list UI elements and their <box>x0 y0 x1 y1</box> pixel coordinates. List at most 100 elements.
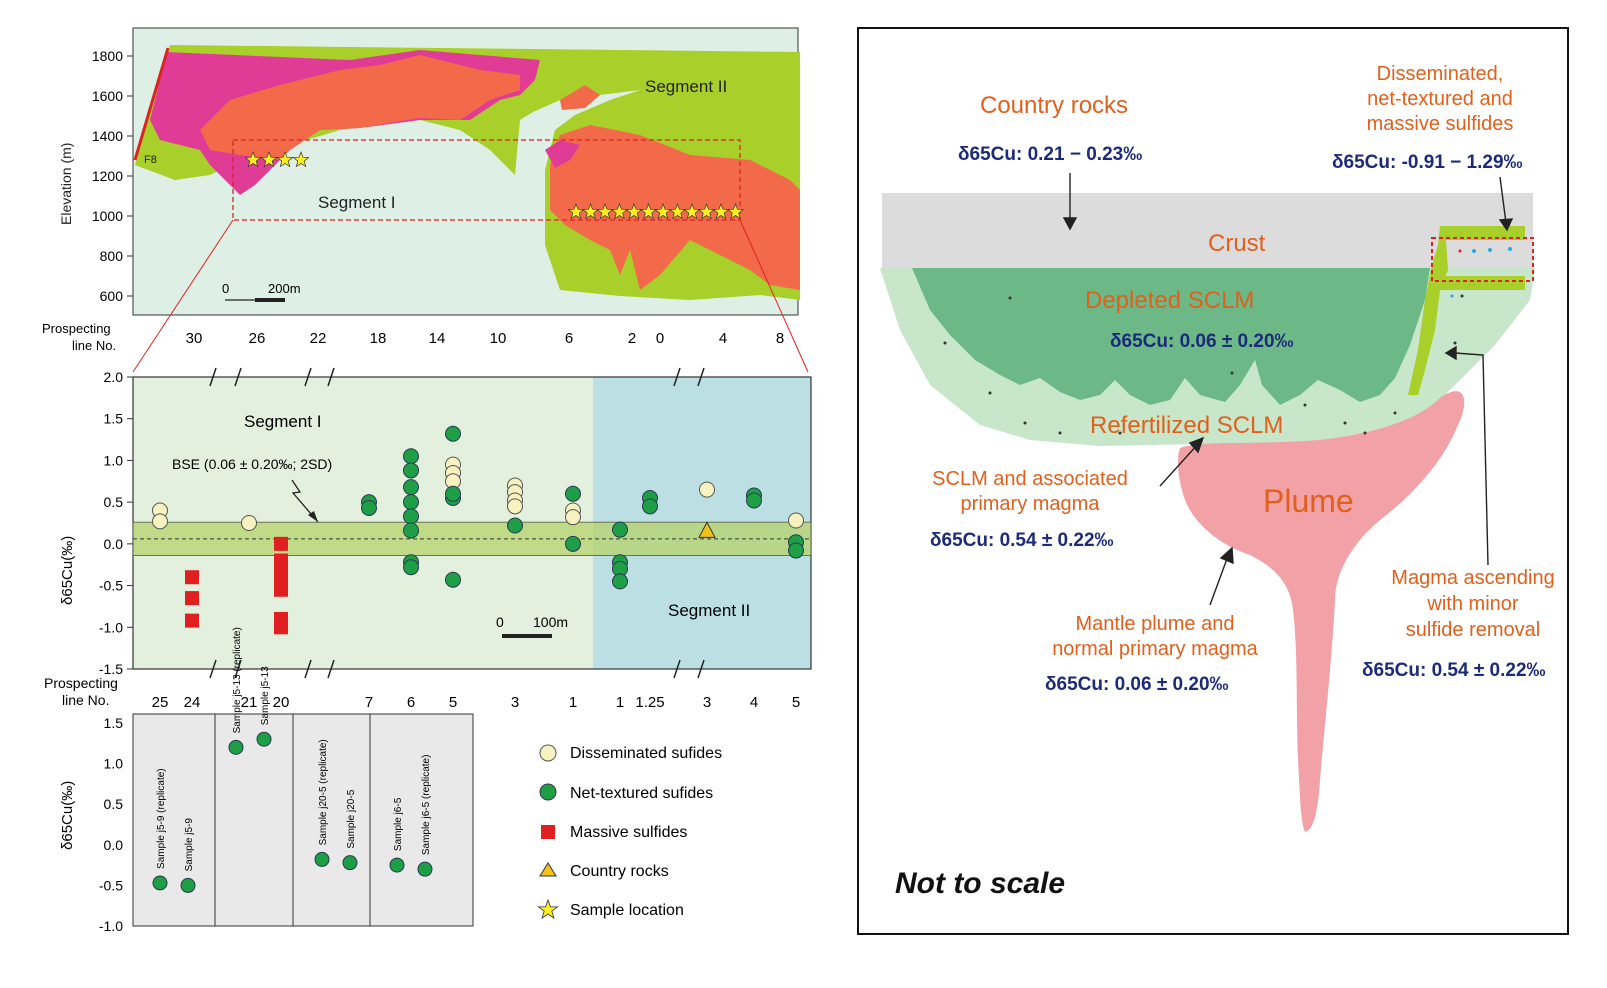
sample-star <box>712 203 730 220</box>
net-textured-point <box>403 559 419 576</box>
main-y-label: δ65Cu(‰) <box>59 536 76 605</box>
replicate-y-axis: 1.5 1.0 0.5 0.0 -0.5 -1.0 <box>99 715 123 934</box>
replicate-y-tick-label: 0.5 <box>104 796 124 812</box>
section-y-tick-label: 1000 <box>92 208 123 224</box>
net-textured-point <box>507 517 523 534</box>
replicate-data-points: Sample j5-9 (replicate) Sample j5-9 Sample… <box>152 627 433 893</box>
main-y-tick-label: -1.5 <box>99 661 123 677</box>
replicate-point <box>417 861 433 877</box>
country-rocks-title: Country rocks <box>980 92 1128 119</box>
prospecting-line: 14 <box>429 330 446 347</box>
net-textured-point <box>565 485 581 502</box>
section-y-tick-label: 1200 <box>92 168 123 184</box>
replicate-point <box>228 739 244 755</box>
sclm-magma-value: δ65Cu: 0.54 ± 0.22‰ <box>930 530 1114 551</box>
replicate-sample-label: Sample j5-13 (replicate) <box>232 627 243 733</box>
prospecting-line: 18 <box>370 330 387 347</box>
massive-point <box>185 570 199 585</box>
net-textured-point <box>788 542 804 559</box>
legend-country-marker <box>539 862 557 877</box>
net-textured-point <box>445 571 461 588</box>
ascending-value: δ65Cu: 0.54 ± 0.22‰ <box>1362 660 1546 681</box>
net-textured-point <box>612 573 628 590</box>
legend-massive: Massive sulfides <box>570 824 687 841</box>
sample-star <box>726 203 745 220</box>
net-textured-point <box>403 494 419 511</box>
main-x-tick-label: 20 <box>273 694 290 711</box>
legend-disseminated: Disseminated sufides <box>570 745 722 762</box>
main-data-points <box>152 425 804 635</box>
section-y-tick-label: 600 <box>100 288 124 304</box>
legend-country: Country rocks <box>570 863 669 880</box>
net-textured-point <box>565 535 581 552</box>
main-x-label: Prospecting <box>44 675 118 691</box>
replicate-point <box>180 877 196 893</box>
replicate-sample-label: Sample j6-5 (replicate) <box>421 755 432 856</box>
ascending-3: sulfide removal <box>1406 619 1541 641</box>
net-textured-point <box>403 508 419 525</box>
disseminated-point <box>699 481 715 498</box>
replicate-sample-label: Sample j5-13 <box>260 666 271 725</box>
net-textured-point <box>642 498 658 515</box>
main-x-tick-label: 1 <box>569 694 577 711</box>
main-y-tick-label: 1.5 <box>104 411 124 427</box>
ascending-1: Magma ascending <box>1391 567 1554 589</box>
disseminated-point <box>241 515 257 531</box>
section-y-tick-label: 1400 <box>92 128 123 144</box>
mantle-plume-2: normal primary magma <box>1052 638 1258 660</box>
prospecting-line: 22 <box>310 330 327 347</box>
model-panel <box>857 27 1569 935</box>
bse-arrow <box>291 479 319 523</box>
sample-star <box>610 203 629 220</box>
replicate-y-label: δ65Cu(‰) <box>59 781 76 850</box>
sample-star <box>292 151 310 168</box>
main-x-tick-label: 4 <box>750 694 758 711</box>
replicate-sample-label: Sample j5-9 (replicate) <box>156 768 167 869</box>
prospecting-line: 30 <box>186 330 203 347</box>
main-x-label-2: line No. <box>62 692 109 708</box>
replicate-point <box>342 855 358 871</box>
replicate-point <box>314 851 330 867</box>
crust-label: Crust <box>1208 230 1266 257</box>
main-segment-i: Segment I <box>244 412 322 431</box>
sample-star <box>625 203 643 220</box>
section-y-tick-label: 1600 <box>92 88 123 104</box>
replicate-point <box>152 875 168 891</box>
svg-text:200m: 200m <box>268 281 301 296</box>
section-scale-bar: 0 200m <box>222 281 301 302</box>
section-profile <box>132 27 800 316</box>
axis-break-top <box>304 367 312 387</box>
replicate-y-tick-label: 1.5 <box>104 715 124 731</box>
section-y-label: Elevation (m) <box>58 143 74 225</box>
svg-text:0: 0 <box>222 281 229 296</box>
depleted-sclm-label: Depleted SCLM <box>1085 287 1254 314</box>
sclm-magma-1: SCLM and associated <box>932 468 1128 490</box>
main-x-tick-label: 5 <box>449 694 457 711</box>
main-y-tick-label: -1.0 <box>99 619 123 635</box>
depleted-sclm-value: δ65Cu: 0.06 ± 0.20‰ <box>1110 331 1294 352</box>
replicate-y-tick-label: 0.0 <box>104 837 124 853</box>
country-rocks-value: δ65Cu: 0.21 − 0.23‰ <box>958 144 1142 165</box>
main-y-tick-label: -0.5 <box>99 578 123 594</box>
refertilized-sclm-label: Refertilized SCLM <box>1090 412 1283 439</box>
axis-break-bottom <box>209 659 217 679</box>
replicate-sample-label: Sample j5-9 <box>184 818 195 872</box>
sample-star <box>683 203 701 220</box>
prospecting-label-2: line No. <box>72 338 116 353</box>
massive-point <box>185 591 199 606</box>
prospecting-line: 4 <box>719 330 727 347</box>
prospecting-line: 8 <box>776 330 784 347</box>
sulfides-title-1: Disseminated, <box>1377 63 1504 85</box>
sulfides-value: δ65Cu: -0.91 − 1.29‰ <box>1332 152 1523 173</box>
svg-text:100m: 100m <box>533 614 568 630</box>
massive-point <box>274 620 288 635</box>
replicate-sample-label: Sample j6-5 <box>393 797 404 851</box>
replicate-sample-label: Sample j20-5 (replicate) <box>318 739 329 845</box>
net-textured-point <box>403 448 419 465</box>
legend: Disseminated sufides Net-textured sufide… <box>537 744 722 920</box>
prospecting-line: 10 <box>490 330 507 347</box>
main-x-tick-label: 21 <box>241 694 258 711</box>
svg-text:0: 0 <box>496 614 504 630</box>
main-x-tick-label: 1.25 <box>635 694 664 711</box>
